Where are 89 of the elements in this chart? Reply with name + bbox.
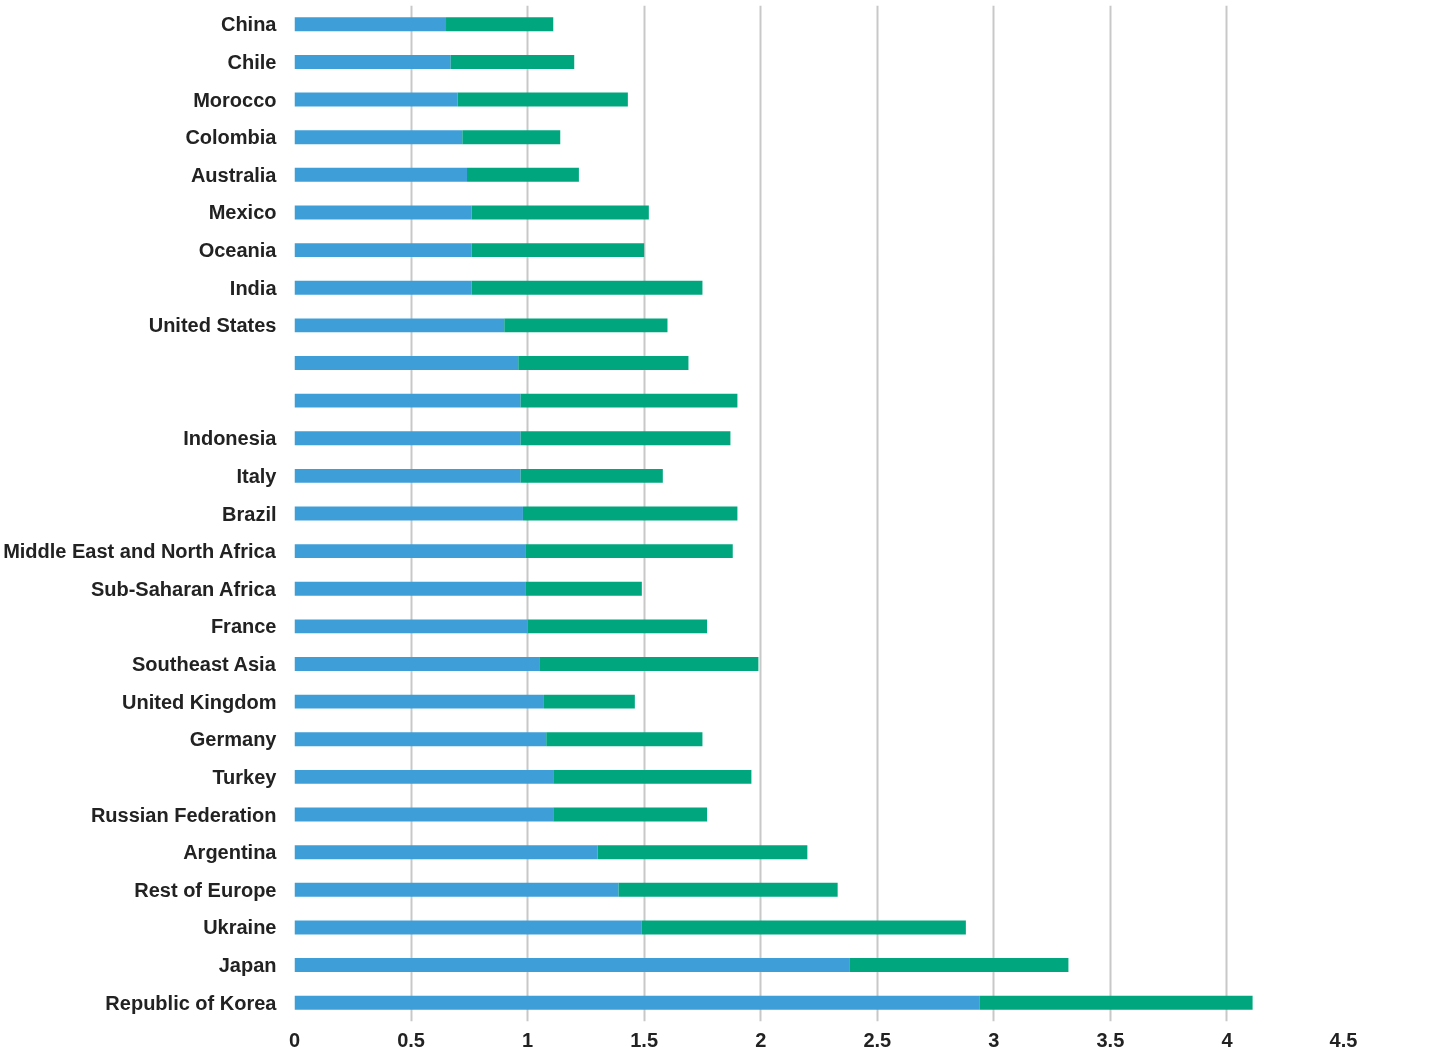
- bar: [597, 845, 808, 860]
- y-tick-label: Australia: [190, 163, 278, 186]
- bar: [294, 920, 642, 935]
- y-tick-label: Republic of Korea: [105, 991, 278, 1014]
- bar: [294, 506, 523, 521]
- y-tick-label: Germany: [189, 728, 278, 751]
- bar: [467, 167, 579, 182]
- bar: [294, 17, 447, 32]
- y-tick-label: Mexico: [208, 201, 277, 224]
- y-tick-label: Ukraine: [203, 916, 277, 939]
- y-tick-label: Morocco: [193, 88, 277, 111]
- y-tick-label: Colombia: [185, 126, 278, 149]
- bar: [294, 92, 458, 107]
- y-tick-label: France: [210, 615, 277, 638]
- bar: [471, 205, 649, 220]
- bar: [543, 694, 635, 709]
- y-tick-label: United States: [148, 314, 277, 337]
- bar: [294, 280, 472, 295]
- y-tick-label: Russian Federation: [90, 803, 277, 826]
- bar: [294, 807, 554, 822]
- y-tick-label: Sub-Saharan Africa: [90, 577, 277, 600]
- bar: [471, 243, 645, 258]
- y-tick-label: India: [229, 276, 278, 299]
- x-tick-label: 2: [755, 1028, 767, 1049]
- bar: [294, 995, 980, 1010]
- bar: [294, 243, 472, 258]
- bar: [553, 807, 708, 822]
- bar: [294, 54, 451, 69]
- y-tick-label: United Kingdom: [122, 690, 277, 713]
- bar: [539, 657, 759, 671]
- bar: [446, 17, 554, 32]
- bar: [294, 468, 521, 483]
- bar: [546, 732, 703, 747]
- bar: [849, 958, 1069, 973]
- bar: [294, 619, 528, 634]
- bar: [294, 845, 598, 860]
- y-tick-label: Italy: [236, 464, 278, 487]
- bar: [522, 506, 738, 521]
- bar: [457, 92, 628, 107]
- bar: [525, 544, 733, 559]
- bar: [618, 882, 838, 897]
- y-tick-label: Argentina: [183, 841, 278, 864]
- y-tick-label: Brazil: [222, 502, 277, 525]
- bar: [518, 356, 689, 370]
- bar: [294, 130, 463, 145]
- x-tick-label: 4.5: [1329, 1028, 1358, 1049]
- x-tick-label: 4: [1221, 1028, 1234, 1049]
- bar: [504, 318, 668, 333]
- x-tick-label: 3: [988, 1028, 1000, 1049]
- y-tick-label: Oceania: [198, 239, 278, 262]
- x-tick-label: 1: [522, 1028, 534, 1049]
- bar: [525, 581, 642, 596]
- y-tick-label: Japan: [218, 954, 277, 977]
- bar: [553, 769, 752, 784]
- bar: [294, 393, 521, 408]
- bar: [294, 167, 467, 182]
- bar: [641, 920, 966, 935]
- bar: [462, 130, 561, 145]
- bar: [527, 619, 708, 634]
- bar: [294, 958, 850, 973]
- bar: [294, 882, 619, 897]
- bar: [294, 732, 547, 747]
- x-tick-label: 0: [288, 1028, 301, 1049]
- y-tick-label: Turkey: [212, 765, 278, 788]
- bar: [294, 356, 519, 370]
- bar: [520, 468, 663, 483]
- bar: [520, 393, 738, 408]
- bar: [294, 318, 505, 333]
- y-tick-label: China: [220, 13, 278, 36]
- x-tick-label: 2.5: [863, 1028, 892, 1049]
- y-tick-label: Indonesia: [183, 427, 278, 450]
- y-tick-label: Chile: [227, 50, 277, 73]
- bar: [450, 54, 575, 69]
- bar: [520, 431, 731, 446]
- bar: [294, 544, 526, 559]
- bar: [294, 769, 554, 784]
- x-tick-label: 3.5: [1096, 1028, 1125, 1049]
- bar: [294, 694, 544, 709]
- x-tick-label: 1.5: [630, 1028, 659, 1049]
- x-tick-label: 0.5: [397, 1028, 425, 1049]
- bar: [294, 657, 540, 671]
- bar: [294, 205, 472, 220]
- y-tick-label: Rest of Europe: [134, 878, 277, 901]
- y-tick-label: Southeast Asia: [132, 653, 277, 676]
- bar: [979, 995, 1253, 1010]
- bar: [294, 431, 521, 446]
- bar: [471, 280, 703, 295]
- y-tick-label: Middle East and North Africa: [3, 540, 277, 563]
- bar: [294, 581, 526, 596]
